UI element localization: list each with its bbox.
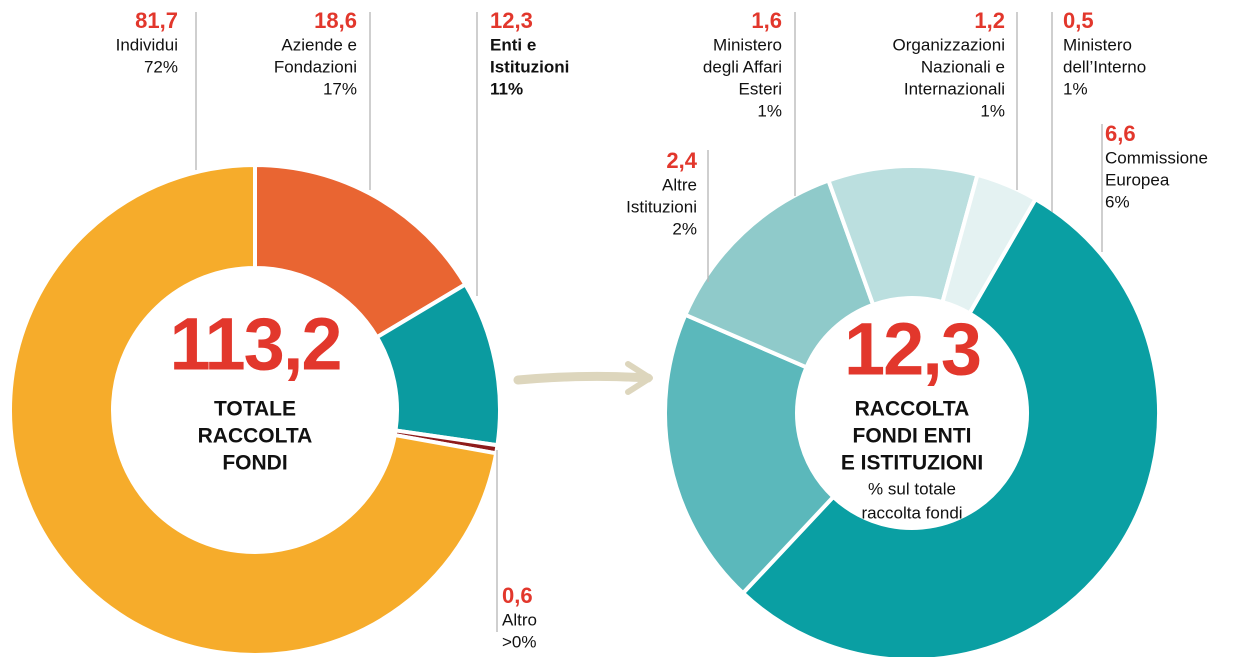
category-label: Commissione bbox=[1105, 148, 1208, 167]
value-label: 0,6 bbox=[502, 583, 533, 608]
value-label: 1,6 bbox=[751, 8, 782, 33]
category-label: Ministero bbox=[713, 35, 782, 54]
category-label: Altro bbox=[502, 610, 537, 629]
percent-label: 1% bbox=[757, 101, 782, 120]
category-label: Individui bbox=[116, 35, 178, 54]
percent-label: 2% bbox=[672, 219, 697, 238]
category-label: degli Affari bbox=[703, 57, 782, 76]
center-value: 12,3 bbox=[844, 308, 980, 391]
center-label: RACCOLTA bbox=[855, 398, 970, 421]
center-label: RACCOLTA bbox=[198, 425, 313, 448]
category-label: Enti e bbox=[490, 35, 536, 54]
category-label: Fondazioni bbox=[274, 57, 357, 76]
value-label: 0,5 bbox=[1063, 8, 1094, 33]
percent-label: 1% bbox=[980, 101, 1005, 120]
center-subtitle: % sul totale bbox=[868, 479, 956, 498]
value-label: 2,4 bbox=[666, 148, 697, 173]
center-label: FONDI bbox=[222, 452, 287, 475]
percent-label: 6% bbox=[1105, 192, 1130, 211]
center-label: E ISTITUZIONI bbox=[841, 452, 983, 475]
donut-hole bbox=[113, 268, 397, 552]
category-label: dell’Interno bbox=[1063, 57, 1146, 76]
center-label: FONDI ENTI bbox=[853, 425, 972, 448]
center-label: TOTALE bbox=[214, 398, 296, 421]
category-label: Altre bbox=[662, 175, 697, 194]
center-value: 113,2 bbox=[169, 303, 340, 386]
percent-label: >0% bbox=[502, 632, 537, 651]
category-label: Aziende e bbox=[281, 35, 357, 54]
category-label: Nazionali e bbox=[921, 57, 1005, 76]
category-label: Esteri bbox=[739, 79, 782, 98]
percent-label: 11% bbox=[490, 79, 523, 98]
category-label: Europea bbox=[1105, 170, 1170, 189]
center-subtitle: raccolta fondi bbox=[861, 503, 962, 522]
percent-label: 17% bbox=[323, 79, 357, 98]
percent-label: 1% bbox=[1063, 79, 1088, 98]
donut-hole bbox=[797, 298, 1027, 528]
arrow bbox=[513, 361, 653, 395]
category-label: Organizzazioni bbox=[893, 35, 1005, 54]
value-label: 1,2 bbox=[974, 8, 1005, 33]
value-label: 12,3 bbox=[490, 8, 533, 33]
percent-label: 72% bbox=[144, 57, 178, 76]
category-label: Ministero bbox=[1063, 35, 1132, 54]
category-label: Internazionali bbox=[904, 79, 1005, 98]
value-label: 6,6 bbox=[1105, 121, 1136, 146]
category-label: Istituzioni bbox=[490, 57, 569, 76]
category-label: Istituzioni bbox=[626, 197, 697, 216]
value-label: 81,7 bbox=[135, 8, 178, 33]
value-label: 18,6 bbox=[314, 8, 357, 33]
